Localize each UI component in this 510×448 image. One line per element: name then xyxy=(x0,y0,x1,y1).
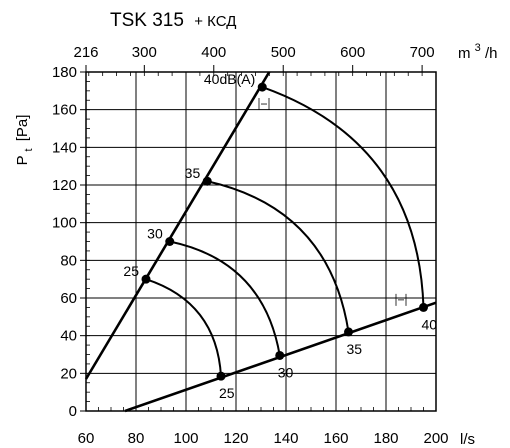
bottom-label-40: 40 xyxy=(422,316,438,332)
minor-ticks xyxy=(85,71,437,412)
sound-curve-40 xyxy=(261,86,425,308)
y-tick-label: 160 xyxy=(52,102,77,119)
system-lines xyxy=(84,71,437,413)
top-label-35: 35 xyxy=(185,165,201,181)
y-tick-label: 120 xyxy=(52,177,77,194)
x2-tick-label: 216 xyxy=(73,44,98,61)
y-axis-label-sub: t xyxy=(23,148,35,151)
x-tick-label: 60 xyxy=(78,430,95,447)
point-bottom-40 xyxy=(419,302,428,312)
plot-frame xyxy=(85,71,437,412)
grid-lines xyxy=(80,65,437,412)
x-axis-unit: l/s xyxy=(460,431,475,448)
x-secondary-unit: m 3 /h xyxy=(458,38,497,62)
x-secondary-unit-tail: /h xyxy=(485,45,498,62)
point-bottom-25 xyxy=(216,371,226,381)
y-axis-label-main: P xyxy=(14,155,31,165)
point-bottom-35 xyxy=(344,327,353,337)
bottom-label-25: 25 xyxy=(219,385,235,401)
damper-symbols xyxy=(258,98,407,306)
y-axis-label-unit: [Pa] xyxy=(14,115,31,142)
x2-tick-label: 500 xyxy=(271,44,296,61)
y-tick-label: 140 xyxy=(52,139,77,156)
operating-points xyxy=(141,82,428,381)
bottom-label-30: 30 xyxy=(278,364,294,380)
x-secondary-unit-sup: 3 xyxy=(475,42,481,54)
x-tick-label: 140 xyxy=(273,430,298,447)
x-tick-label: 120 xyxy=(223,430,248,447)
x-tick-label: 80 xyxy=(128,430,145,447)
axis-labels: 60 80 100 120 140 160 180 200 0 20 40 60 80 100 120 140… xyxy=(52,44,449,447)
point-top-25 xyxy=(141,274,151,284)
x-tick-label: 180 xyxy=(373,430,398,447)
sound-curve-35 xyxy=(207,180,350,333)
x2-tick-label: 400 xyxy=(201,44,226,61)
x2-tick-label: 300 xyxy=(132,44,157,61)
x2-tick-label: 600 xyxy=(340,44,365,61)
y-tick-label: 20 xyxy=(60,365,77,382)
top-label-30: 30 xyxy=(147,226,163,242)
x-tick-label: 200 xyxy=(423,430,448,447)
x2-tick-label: 700 xyxy=(410,44,435,61)
y-tick-label: 0 xyxy=(69,403,77,420)
point-top-40 xyxy=(257,82,267,92)
top-label-40: 40dB(A) xyxy=(204,71,255,87)
x-secondary-unit-base: m xyxy=(458,45,471,62)
top-label-25: 25 xyxy=(123,263,139,279)
y-tick-label: 180 xyxy=(52,64,77,81)
y-axis-label: P t [Pa] xyxy=(14,115,36,166)
chart-title: TSK 315 + КСД xyxy=(110,10,236,31)
sound-level-curves xyxy=(145,86,425,377)
sound-curve-30 xyxy=(169,240,281,356)
x-tick-label: 100 xyxy=(173,430,198,447)
system-line-max xyxy=(84,71,271,380)
y-tick-label: 80 xyxy=(60,252,77,269)
point-top-35 xyxy=(202,176,212,186)
bottom-label-35: 35 xyxy=(347,341,363,357)
chart-title-model: TSK 315 xyxy=(110,10,184,31)
x-tick-label: 160 xyxy=(323,430,348,447)
chart-title-suffix: + КСД xyxy=(194,13,236,30)
y-tick-label: 100 xyxy=(52,215,77,232)
sound-curve-25 xyxy=(145,278,222,377)
point-top-30 xyxy=(165,237,175,246)
y-tick-label: 60 xyxy=(60,290,77,307)
point-bottom-30 xyxy=(275,350,285,360)
y-tick-label: 40 xyxy=(60,328,77,345)
chart-labels: 25 25 30 30 35 35 40dB(A) 40 xyxy=(123,71,437,401)
